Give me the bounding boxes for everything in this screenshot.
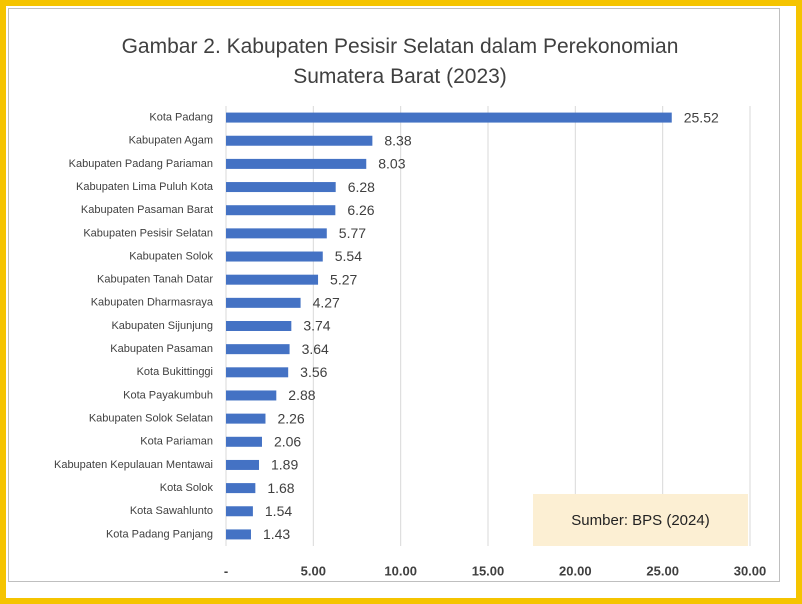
data-label: 4.27 (313, 295, 340, 311)
data-label: 25.52 (684, 109, 719, 125)
x-tick-label: - (224, 563, 228, 578)
y-tick-label: Kota Pariaman (140, 436, 213, 448)
y-tick-label: Kabupaten Solok Selatan (89, 413, 213, 425)
y-tick-label: Kota Bukittinggi (137, 366, 213, 378)
y-tick-label: Kabupaten Solok (129, 250, 213, 262)
bar (226, 251, 323, 262)
bar (226, 413, 266, 424)
x-tick-label: 5.00 (301, 563, 326, 578)
data-label: 1.89 (271, 457, 298, 473)
bar (226, 344, 290, 355)
data-label: 5.77 (339, 225, 366, 241)
y-tick-label: Kabupaten Pesisir Selatan (83, 227, 213, 239)
bar (226, 158, 367, 169)
x-tick-label: 20.00 (559, 563, 592, 578)
y-tick-label: Kabupaten Sijunjung (111, 320, 213, 332)
x-tick-label: 30.00 (734, 563, 767, 578)
bar (226, 459, 260, 470)
chart-area (8, 8, 780, 582)
bar (226, 274, 319, 285)
data-label: 1.43 (263, 526, 290, 542)
y-tick-label: Kabupaten Tanah Datar (97, 274, 213, 286)
bar (226, 228, 327, 239)
data-label: 3.56 (300, 364, 327, 380)
bar (226, 506, 253, 517)
source-note: Sumber: BPS (2024) (533, 494, 748, 546)
y-tick-label: Kota Padang (149, 111, 213, 123)
x-tick-label: 15.00 (472, 563, 505, 578)
bar (226, 367, 289, 378)
y-tick-label: Kabupaten Pasaman Barat (81, 204, 213, 216)
data-label: 3.64 (302, 341, 329, 357)
bar (226, 390, 277, 401)
bar (226, 529, 251, 540)
data-label: 8.38 (384, 132, 411, 148)
y-tick-label: Kota Sawahlunto (130, 505, 213, 517)
bar (226, 436, 262, 447)
data-label: 1.54 (265, 503, 292, 519)
data-label: 6.28 (348, 179, 375, 195)
y-tick-label: Kota Payakumbuh (123, 389, 213, 401)
bar (226, 297, 301, 308)
y-tick-label: Kota Solok (160, 482, 214, 494)
data-label: 2.26 (277, 410, 304, 426)
data-label: 6.26 (347, 202, 374, 218)
data-label: 2.88 (288, 387, 315, 403)
bar (226, 321, 292, 331)
data-label: 8.03 (378, 156, 405, 172)
bar (226, 182, 336, 193)
y-tick-label: Kabupaten Dharmasraya (91, 297, 214, 309)
chart-title: Gambar 2. Kabupaten Pesisir Selatan dala… (121, 35, 679, 88)
x-tick-label: 25.00 (646, 563, 679, 578)
y-tick-label: Kabupaten Padang Pariaman (69, 158, 213, 170)
y-tick-label: Kabupaten Agam (129, 135, 213, 147)
data-label: 1.68 (267, 480, 294, 496)
y-tick-label: Kota Padang Panjang (106, 528, 213, 540)
data-label: 5.27 (330, 271, 357, 287)
data-label: 2.06 (274, 433, 301, 449)
y-tick-label: Kabupaten Kepulauan Mentawai (54, 459, 213, 471)
bar (226, 483, 256, 494)
y-tick-label: Kabupaten Lima Puluh Kota (76, 181, 214, 193)
bar (226, 135, 373, 146)
y-tick-label: Kabupaten Pasaman (110, 343, 213, 355)
data-label: 5.54 (335, 248, 362, 264)
data-label: 3.74 (303, 318, 330, 334)
x-tick-label: 10.00 (384, 563, 417, 578)
bar (226, 112, 672, 123)
bar (226, 205, 336, 216)
